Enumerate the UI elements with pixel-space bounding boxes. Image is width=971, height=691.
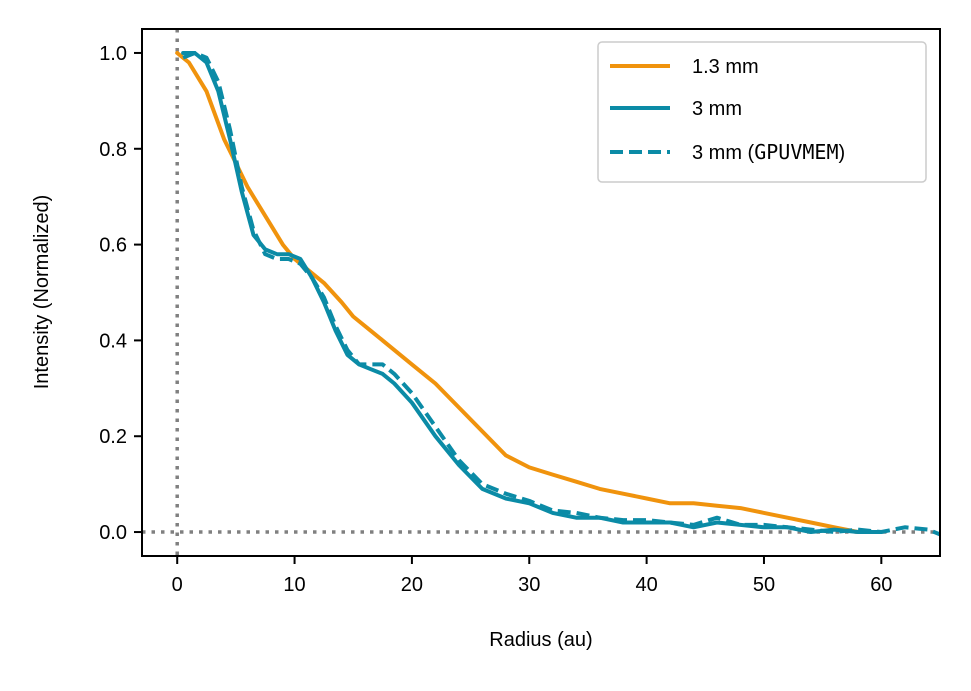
x-tick-label: 0 — [172, 574, 183, 596]
legend: 1.3 mm 3 mm 3 mm (GPUVMEM) — [597, 41, 927, 183]
series-line-1-3-mm — [175, 51, 884, 534]
plot-frame — [141, 28, 941, 557]
y-axis-label: Intensity (Normalized) — [31, 195, 53, 390]
x-tick-label: 30 — [518, 574, 540, 596]
legend-label-3mm: 3 mm — [692, 98, 742, 120]
y-tick-label: 0.4 — [99, 330, 127, 352]
series-line-3-mm-gpuvmem — [182, 51, 940, 537]
legend-label-3mm-gpuvmem: 3 mm (GPUVMEM) — [692, 140, 845, 164]
y-tick-label: 1.0 — [99, 43, 127, 65]
y-tick-label: 0.2 — [99, 426, 127, 448]
y-tick-label: 0.6 — [99, 235, 127, 257]
legend-box — [597, 41, 927, 183]
x-tick-label: 40 — [635, 574, 657, 596]
x-tick-label: 10 — [283, 574, 305, 596]
y-tick-label: 0.0 — [99, 522, 127, 544]
x-tick-label: 50 — [753, 574, 775, 596]
x-tick-label: 60 — [870, 574, 892, 596]
legend-label-1-3mm: 1.3 mm — [692, 56, 759, 78]
y-tick-label: 0.8 — [99, 139, 127, 161]
x-tick-label: 20 — [401, 574, 423, 596]
x-axis-label: Radius (au) — [489, 629, 592, 651]
